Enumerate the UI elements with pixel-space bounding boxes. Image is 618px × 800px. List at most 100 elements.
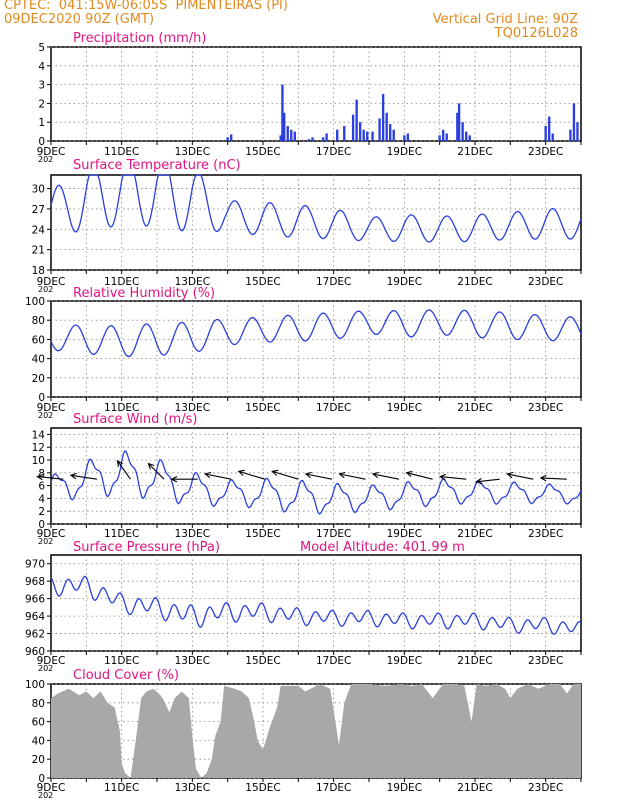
x-date-label: 17DEC	[316, 146, 351, 158]
x-date-label: 9DEC	[37, 402, 66, 414]
x-date-label: 11DEC	[104, 655, 139, 667]
x-date-label: 9DEC	[37, 782, 66, 794]
wind-vector-head	[204, 471, 212, 479]
x-date-label: 15DEC	[245, 146, 280, 158]
plot-frame	[50, 427, 582, 525]
series-line	[50, 174, 582, 243]
precip-bar	[355, 99, 358, 141]
x-date-label: 21DEC	[457, 146, 492, 158]
y-tick-label: 21	[32, 245, 45, 257]
x-date-label: 13DEC	[175, 146, 210, 158]
y-tick-label: 27	[32, 204, 45, 216]
y-tick-label: 24	[32, 224, 46, 236]
x-date-label: 23DEC	[528, 276, 563, 288]
wind-vector-head	[539, 474, 547, 482]
y-tick-label: 0	[38, 136, 45, 148]
y-tick-label: 960	[25, 646, 45, 658]
x-date-label: 17DEC	[316, 528, 351, 540]
y-tick-label: 970	[25, 559, 45, 571]
y-tick-label: 80	[32, 315, 45, 327]
x-year-label: 202	[38, 155, 53, 164]
wind-vector	[476, 478, 500, 483]
wind-vector-head	[237, 469, 245, 476]
wind-vector	[117, 460, 131, 480]
x-date-label: 9DEC	[37, 528, 66, 540]
plot-frame	[50, 300, 582, 398]
precip-bar	[389, 124, 392, 141]
plot-frame	[50, 554, 582, 652]
plot-frame	[50, 46, 582, 142]
y-tick-label: 20	[32, 373, 45, 385]
precip-bar	[572, 103, 576, 141]
precip-bar	[286, 125, 289, 141]
y-tick-label: 2	[38, 506, 45, 518]
x-year-label: 202	[38, 664, 53, 673]
x-date-label: 11DEC	[104, 402, 139, 414]
panel-title: Surface Temperature (nC)	[73, 158, 241, 173]
precip-bar	[551, 133, 554, 141]
series-line	[50, 575, 582, 636]
panel-annotation: Model Altitude: 401.99 m	[300, 540, 465, 555]
y-tick-label: 100	[25, 679, 45, 691]
x-date-label: 9DEC	[37, 655, 66, 667]
y-tick-label: 30	[32, 184, 45, 196]
wind-vector	[305, 473, 333, 480]
y-tick-label: 0	[38, 392, 45, 404]
y-tick-label: 968	[25, 576, 45, 588]
wind-vector-head	[506, 471, 514, 479]
y-tick-label: 964	[25, 611, 45, 623]
panel-title: Surface Wind (m/s)	[73, 412, 197, 427]
wind-vector	[440, 476, 467, 480]
wind-vector-head	[405, 470, 413, 478]
y-tick-label: 80	[32, 698, 45, 710]
precip-bar	[279, 135, 282, 141]
x-date-label: 15DEC	[245, 276, 280, 288]
precip-bar	[403, 135, 406, 141]
y-tick-label: 4	[38, 61, 45, 73]
header-date: 09DEC2020 90Z (GMT)	[4, 12, 155, 27]
wind-vector-head	[338, 471, 346, 479]
x-date-label: 17DEC	[316, 402, 351, 414]
precip-bar	[442, 129, 445, 141]
y-tick-label: 18	[32, 265, 45, 277]
y-tick-label: 2	[38, 98, 45, 110]
x-year-label: 202	[38, 285, 53, 294]
panel-title: Cloud Cover (%)	[73, 668, 179, 683]
x-date-label: 19DEC	[387, 402, 422, 414]
precip-bar	[576, 122, 579, 141]
x-date-label: 23DEC	[528, 146, 563, 158]
x-date-label: 13DEC	[175, 402, 210, 414]
y-tick-label: 60	[32, 334, 45, 346]
y-tick-label: 5	[38, 42, 45, 54]
y-tick-label: 8	[38, 468, 45, 480]
x-year-label: 202	[38, 411, 53, 420]
wind-vector	[507, 473, 534, 480]
x-date-label: 23DEC	[528, 402, 563, 414]
precip-bar	[336, 129, 339, 141]
y-tick-label: 6	[38, 481, 45, 493]
header-model-id: TQ0126L028	[494, 26, 578, 41]
precip-bar	[457, 103, 461, 141]
x-date-label: 21DEC	[457, 782, 492, 794]
y-tick-label: 60	[32, 717, 45, 729]
wind-vector	[205, 473, 232, 480]
panel-title: Surface Pressure (hPa)	[73, 540, 220, 555]
wind-vector-head	[304, 471, 312, 479]
y-tick-label: 100	[25, 296, 45, 308]
y-tick-label: 0	[38, 773, 45, 785]
wind-vector	[372, 473, 400, 480]
wind-vector-head	[147, 462, 155, 470]
precip-bar	[307, 139, 311, 141]
header-grid-info: Vertical Grid Line: 90Z	[432, 12, 578, 27]
x-date-label: 15DEC	[245, 782, 280, 794]
precip-bar	[311, 137, 314, 141]
wind-vector	[272, 470, 299, 480]
x-date-label: 21DEC	[457, 276, 492, 288]
x-date-label: 13DEC	[175, 276, 210, 288]
wind-vector-head	[438, 473, 447, 481]
plot-frame	[50, 174, 582, 271]
wind-vector-head	[36, 473, 44, 481]
precip-bar	[283, 112, 286, 141]
x-date-label: 15DEC	[245, 528, 280, 540]
